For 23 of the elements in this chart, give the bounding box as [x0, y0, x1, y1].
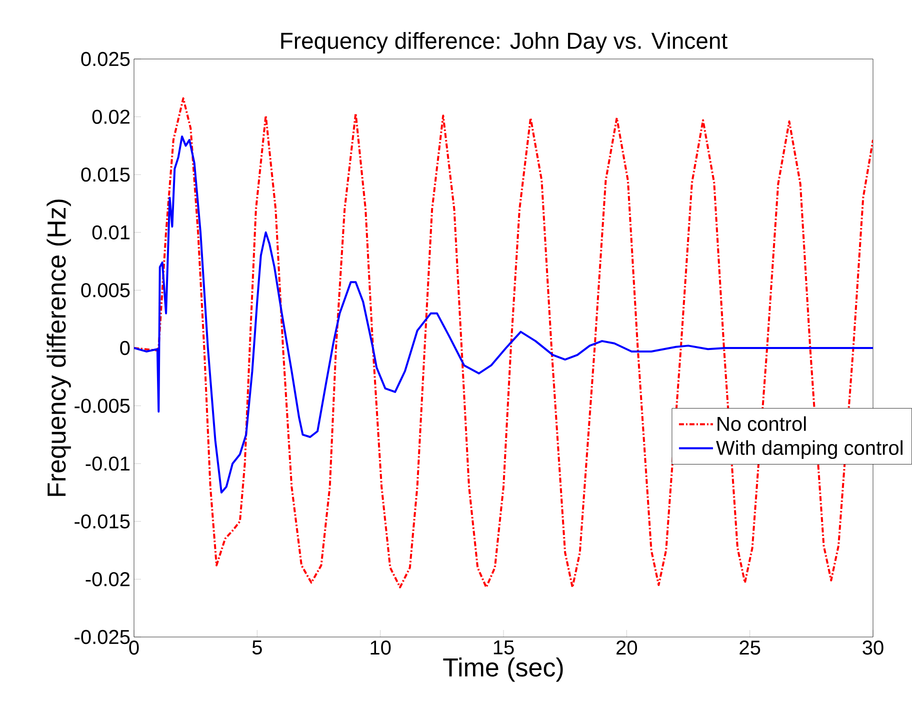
y-tick-label: -0.025 [74, 630, 130, 644]
y-tick-label: -0.01 [86, 456, 130, 471]
y-tick-label: 0 [120, 340, 130, 356]
y-tick-label: 0.025 [81, 52, 130, 66]
y-tick-label: 0.015 [81, 168, 130, 182]
y-tick-label: 0.01 [92, 225, 130, 240]
legend-label: With damping control [716, 440, 902, 459]
x-tick-label: 15 [494, 640, 514, 654]
x-axis-title: Time (sec) [443, 658, 563, 682]
y-tick-label: 0.02 [92, 110, 130, 124]
x-tick-label: 0 [129, 640, 139, 655]
x-tick-label: 30 [862, 640, 884, 655]
x-tick-label: 5 [252, 640, 262, 654]
y-tick-label: -0.02 [86, 572, 130, 586]
y-tick-label: -0.005 [74, 398, 130, 413]
chart-title: Frequency difference: John Day vs. Vincent [281, 32, 728, 54]
y-axis-title: Frequency difference (Hz) [46, 200, 71, 496]
x-tick-label: 20 [616, 640, 638, 655]
y-tick-label: 0.005 [81, 283, 130, 298]
x-tick-label: 10 [370, 640, 391, 655]
y-tick-label: -0.015 [74, 514, 130, 528]
legend-label: No control [718, 416, 806, 431]
x-tick-label: 25 [740, 640, 760, 655]
